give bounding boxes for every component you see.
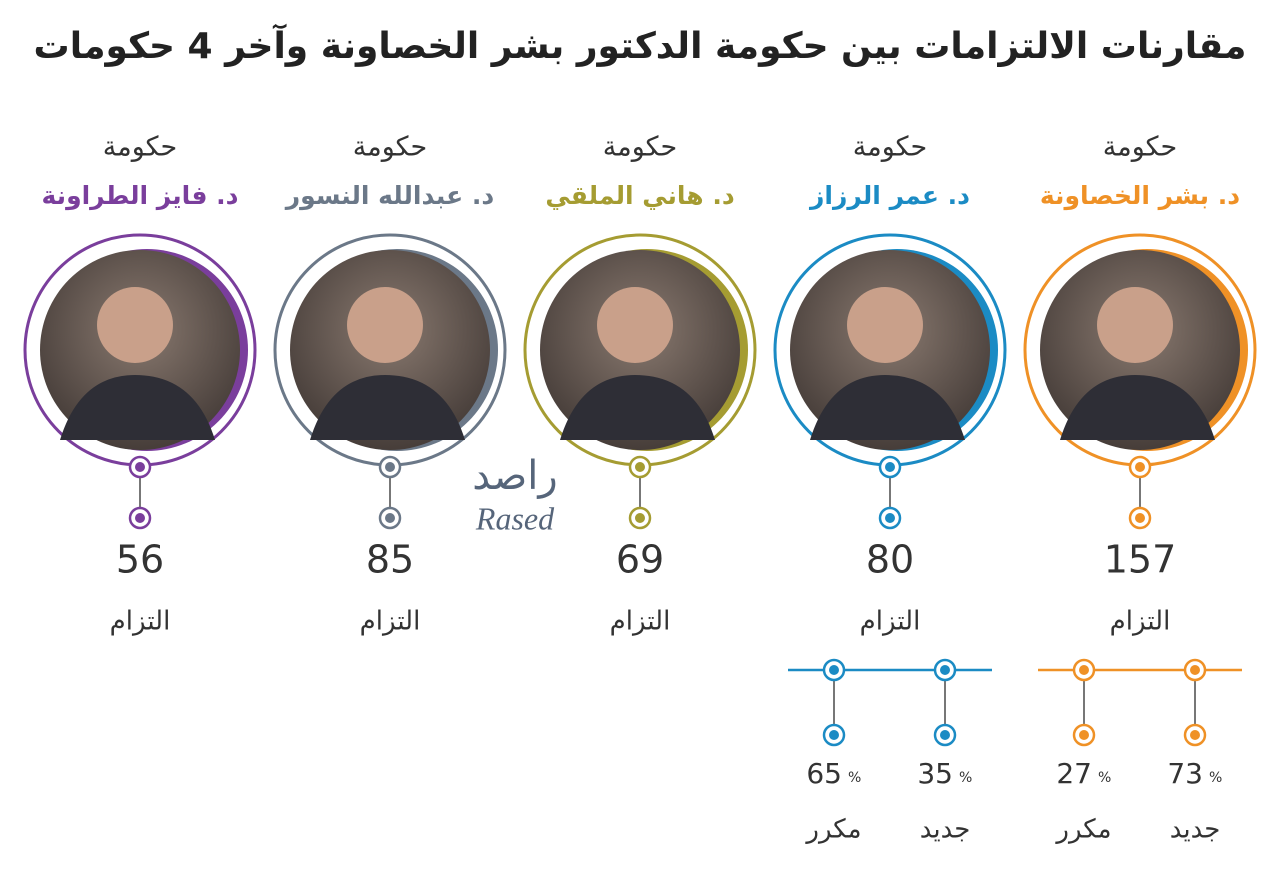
node-dot: [635, 513, 645, 523]
percent-sign: %: [1098, 770, 1111, 786]
commitment-count: 85: [366, 538, 414, 582]
commitment-count: 56: [116, 538, 164, 582]
node-dot: [885, 462, 895, 472]
commitment-unit: التزام: [1110, 607, 1171, 637]
government-label: حكومة: [353, 132, 428, 163]
node-dot: [1190, 665, 1200, 675]
portrait-head: [347, 287, 423, 363]
percent-sign: %: [959, 770, 972, 786]
government-label: حكومة: [603, 132, 678, 163]
portrait-head: [597, 287, 673, 363]
commitment-unit: التزام: [860, 607, 921, 637]
commitment-count: 69: [616, 538, 664, 582]
node-dot: [135, 513, 145, 523]
portrait-body: [560, 375, 715, 440]
percent-sign: %: [848, 770, 861, 786]
node-dot: [1190, 730, 1200, 740]
percent-value: 35: [917, 757, 953, 790]
portrait-body: [1060, 375, 1215, 440]
watermark-latin: Rased: [475, 500, 555, 536]
node-dot: [385, 513, 395, 523]
percent-sign: %: [1209, 770, 1222, 786]
government-name: د. عمر الرزاز: [808, 181, 970, 211]
node-dot: [385, 462, 395, 472]
government-name: د. بشر الخصاونة: [1040, 181, 1240, 211]
portrait-head: [1097, 287, 1173, 363]
portrait-body: [60, 375, 215, 440]
commitment-unit: التزام: [110, 607, 171, 637]
node-dot: [829, 730, 839, 740]
node-dot: [1079, 730, 1089, 740]
commitment-count: 157: [1104, 538, 1177, 582]
node-dot: [135, 462, 145, 472]
government-name: د. عبدالله النسور: [284, 181, 495, 211]
node-dot: [635, 462, 645, 472]
node-dot: [1079, 665, 1089, 675]
government-label: حكومة: [103, 132, 178, 163]
commitment-unit: التزام: [360, 607, 421, 637]
breakdown-label: جديد: [1170, 815, 1221, 845]
breakdown-label: مكرر: [1054, 815, 1111, 845]
node-dot: [1135, 462, 1145, 472]
title: مقارنات الالتزامات بين حكومة الدكتور بشر…: [34, 23, 1247, 67]
commitment-count: 80: [866, 538, 914, 582]
government-name: د. فايز الطراونة: [42, 181, 239, 211]
node-dot: [829, 665, 839, 675]
breakdown-label: مكرر: [804, 815, 861, 845]
watermark-arabic: راصد: [472, 453, 557, 499]
commitment-unit: التزام: [610, 607, 671, 637]
portrait-head: [847, 287, 923, 363]
breakdown-label: جديد: [920, 815, 971, 845]
government-label: حكومة: [853, 132, 928, 163]
node-dot: [1135, 513, 1145, 523]
node-dot: [940, 730, 950, 740]
portrait-body: [810, 375, 965, 440]
node-dot: [940, 665, 950, 675]
percent-value: 27: [1056, 757, 1092, 790]
government-label: حكومة: [1103, 132, 1178, 163]
node-dot: [885, 513, 895, 523]
portrait-body: [310, 375, 465, 440]
portrait-head: [97, 287, 173, 363]
government-name: د. هاني الملقي: [545, 181, 735, 210]
percent-value: 73: [1167, 757, 1203, 790]
percent-value: 65: [806, 757, 842, 790]
